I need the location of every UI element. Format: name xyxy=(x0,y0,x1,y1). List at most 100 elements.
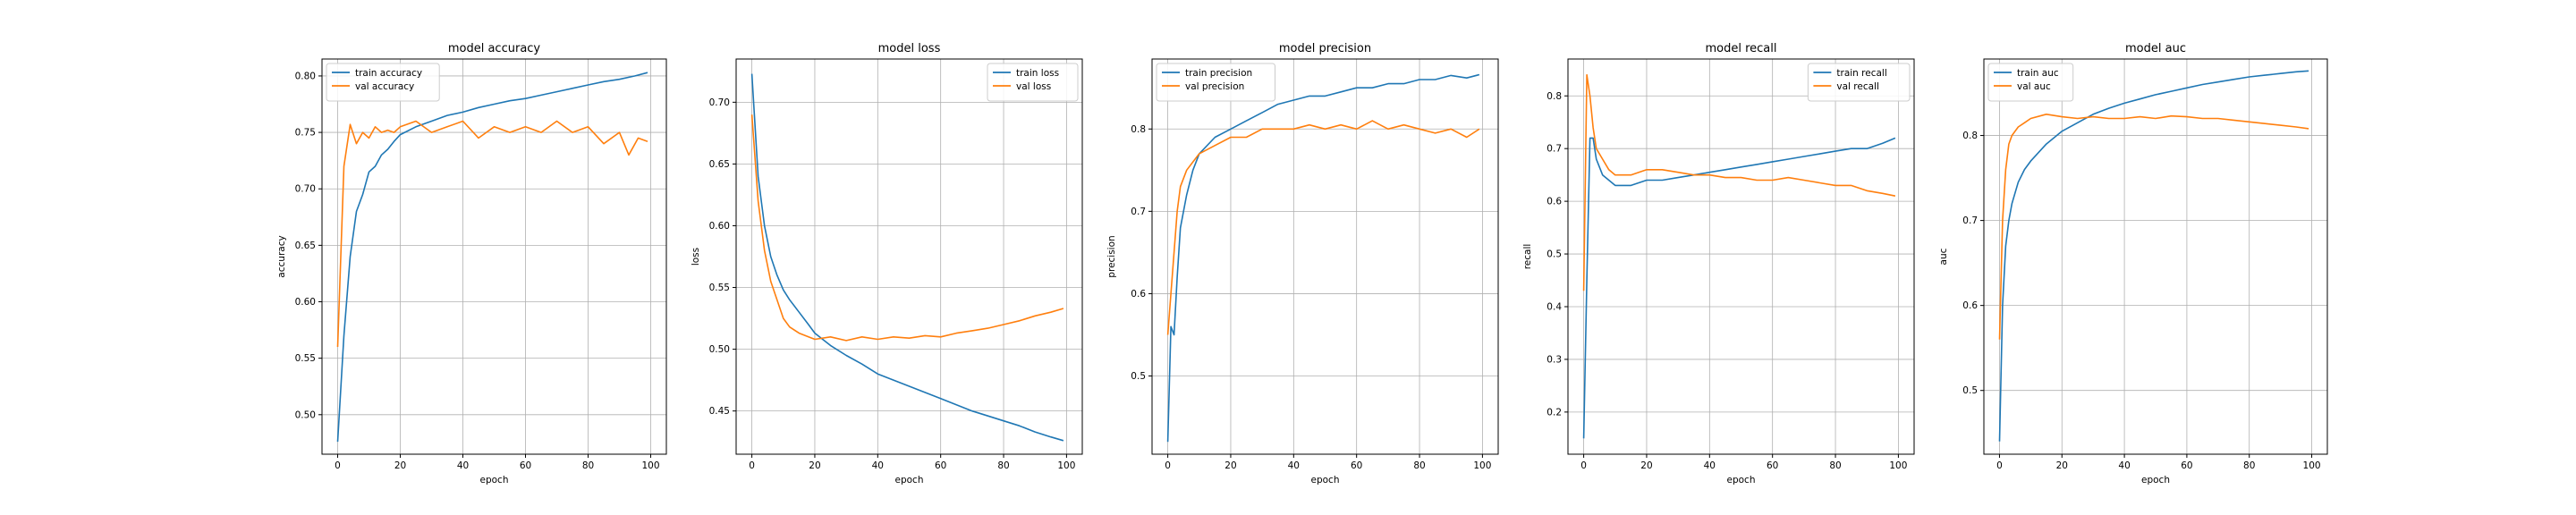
legend-box xyxy=(326,63,440,102)
y-tick-label: 0.65 xyxy=(295,241,316,251)
y-tick-label: 0.55 xyxy=(295,353,316,364)
x-tick-label: 20 xyxy=(394,460,406,471)
x-tick-label: 100 xyxy=(2303,460,2321,471)
x-tick-label: 100 xyxy=(1889,460,1907,471)
chart-title: model precision xyxy=(1279,42,1371,55)
legend-label: train precision xyxy=(1185,68,1252,79)
x-tick-label: 100 xyxy=(1057,460,1075,471)
x-axis-label: epoch xyxy=(1311,475,1340,485)
legend-label: val precision xyxy=(1185,81,1244,92)
x-tick-label: 60 xyxy=(520,460,531,471)
chart-0: 0 20 40 60 80 100 0.50 0.55 0.60 0.65 0.70 0.75 0.80… xyxy=(276,42,667,485)
x-tick-label: 20 xyxy=(809,460,820,471)
x-tick-label: 0 xyxy=(1165,460,1171,471)
series-line-0 xyxy=(750,73,1064,442)
x-tick-label: 60 xyxy=(1767,460,1778,471)
series-line-1 xyxy=(750,114,1064,342)
series-line-0 xyxy=(1998,70,2309,442)
y-tick-label: 0.70 xyxy=(295,184,316,195)
legend-label: train auc xyxy=(2017,68,2059,79)
legend-label: val auc xyxy=(2017,81,2051,92)
plot-frame xyxy=(735,58,1083,455)
y-tick-label: 0.6 xyxy=(1962,300,1978,311)
x-tick-label: 80 xyxy=(2243,460,2255,471)
y-tick-label: 0.8 xyxy=(1546,91,1562,102)
legend: train accuracy val accuracy xyxy=(326,63,440,102)
plot-frame xyxy=(321,58,667,455)
x-tick-label: 60 xyxy=(2181,460,2192,471)
x-tick-label: 60 xyxy=(935,460,946,471)
y-tick-label: 0.8 xyxy=(1962,131,1978,141)
x-axis-label: epoch xyxy=(1727,475,1756,485)
legend-label: val recall xyxy=(1836,81,1879,92)
series-line-1 xyxy=(1582,73,1896,291)
chart-title: model recall xyxy=(1705,42,1776,55)
y-tick-label: 0.60 xyxy=(709,221,730,232)
chart-4: 0 20 40 60 80 100 0.5 0.6 0.7 0.8 model auc epoch au… xyxy=(1938,42,2328,485)
chart-title: model loss xyxy=(878,42,941,55)
series-line-0 xyxy=(1582,137,1896,439)
legend-box xyxy=(1156,63,1275,102)
y-tick-label: 0.55 xyxy=(709,283,730,293)
y-tick-label: 0.7 xyxy=(1546,144,1562,155)
chart-title: model accuracy xyxy=(448,42,541,55)
legend-box xyxy=(1807,63,1911,102)
y-tick-label: 0.3 xyxy=(1546,354,1562,365)
legend: train auc val auc xyxy=(1987,63,2074,102)
series-line-0 xyxy=(336,72,648,443)
y-tick-label: 0.60 xyxy=(295,297,316,308)
x-tick-label: 40 xyxy=(2118,460,2130,471)
chart-1: 0 20 40 60 80 100 0.45 0.50 0.55 0.60 0.65 0.70 mode… xyxy=(691,42,1083,485)
plot-frame xyxy=(1983,58,2328,455)
y-tick-label: 0.80 xyxy=(295,71,316,81)
legend: train loss val loss xyxy=(987,63,1079,102)
x-tick-label: 40 xyxy=(1704,460,1716,471)
chart-2: 0 20 40 60 80 100 0.5 0.6 0.7 0.8 model precision e… xyxy=(1106,42,1499,485)
y-axis-label: loss xyxy=(691,248,701,266)
x-tick-label: 20 xyxy=(2056,460,2068,471)
y-tick-label: 0.50 xyxy=(709,344,730,355)
x-tick-label: 0 xyxy=(749,460,755,471)
y-tick-label: 0.65 xyxy=(709,159,730,170)
series-line-1 xyxy=(1998,114,2309,340)
x-tick-label: 0 xyxy=(1996,460,2003,471)
y-tick-label: 0.75 xyxy=(295,128,316,139)
y-axis-label: precision xyxy=(1106,235,1117,277)
y-tick-label: 0.70 xyxy=(709,97,730,108)
y-tick-label: 0.6 xyxy=(1546,197,1562,207)
x-axis-label: epoch xyxy=(480,475,509,485)
plot-frame xyxy=(1567,58,1915,455)
x-axis-label: epoch xyxy=(895,475,924,485)
series-line-1 xyxy=(336,120,648,348)
y-tick-label: 0.8 xyxy=(1131,124,1146,135)
y-tick-label: 0.50 xyxy=(295,409,316,420)
y-tick-label: 0.2 xyxy=(1546,407,1562,418)
y-tick-label: 0.5 xyxy=(1962,385,1978,396)
legend-label: train loss xyxy=(1016,68,1059,79)
y-axis-label: auc xyxy=(1938,248,1949,265)
x-tick-label: 40 xyxy=(1288,460,1300,471)
x-tick-label: 80 xyxy=(997,460,1009,471)
legend-label: val loss xyxy=(1016,81,1051,92)
x-tick-label: 0 xyxy=(1580,460,1587,471)
y-tick-label: 0.45 xyxy=(709,406,730,417)
legend-label: val accuracy xyxy=(355,81,414,92)
x-tick-label: 100 xyxy=(641,460,659,471)
x-tick-label: 80 xyxy=(582,460,594,471)
x-tick-label: 100 xyxy=(1473,460,1491,471)
x-tick-label: 20 xyxy=(1640,460,1652,471)
y-axis-label: accuracy xyxy=(276,235,287,277)
x-tick-label: 40 xyxy=(457,460,469,471)
x-tick-label: 40 xyxy=(872,460,884,471)
y-tick-label: 0.5 xyxy=(1131,371,1146,382)
series-line-0 xyxy=(1166,73,1480,443)
legend: train precision val precision xyxy=(1156,63,1275,102)
x-axis-label: epoch xyxy=(2141,475,2170,485)
series-line-1 xyxy=(1166,120,1480,335)
legend: train recall val recall xyxy=(1807,63,1911,102)
x-tick-label: 20 xyxy=(1224,460,1236,471)
y-tick-label: 0.7 xyxy=(1962,215,1978,226)
y-tick-label: 0.7 xyxy=(1131,207,1146,217)
y-tick-label: 0.4 xyxy=(1546,301,1562,312)
